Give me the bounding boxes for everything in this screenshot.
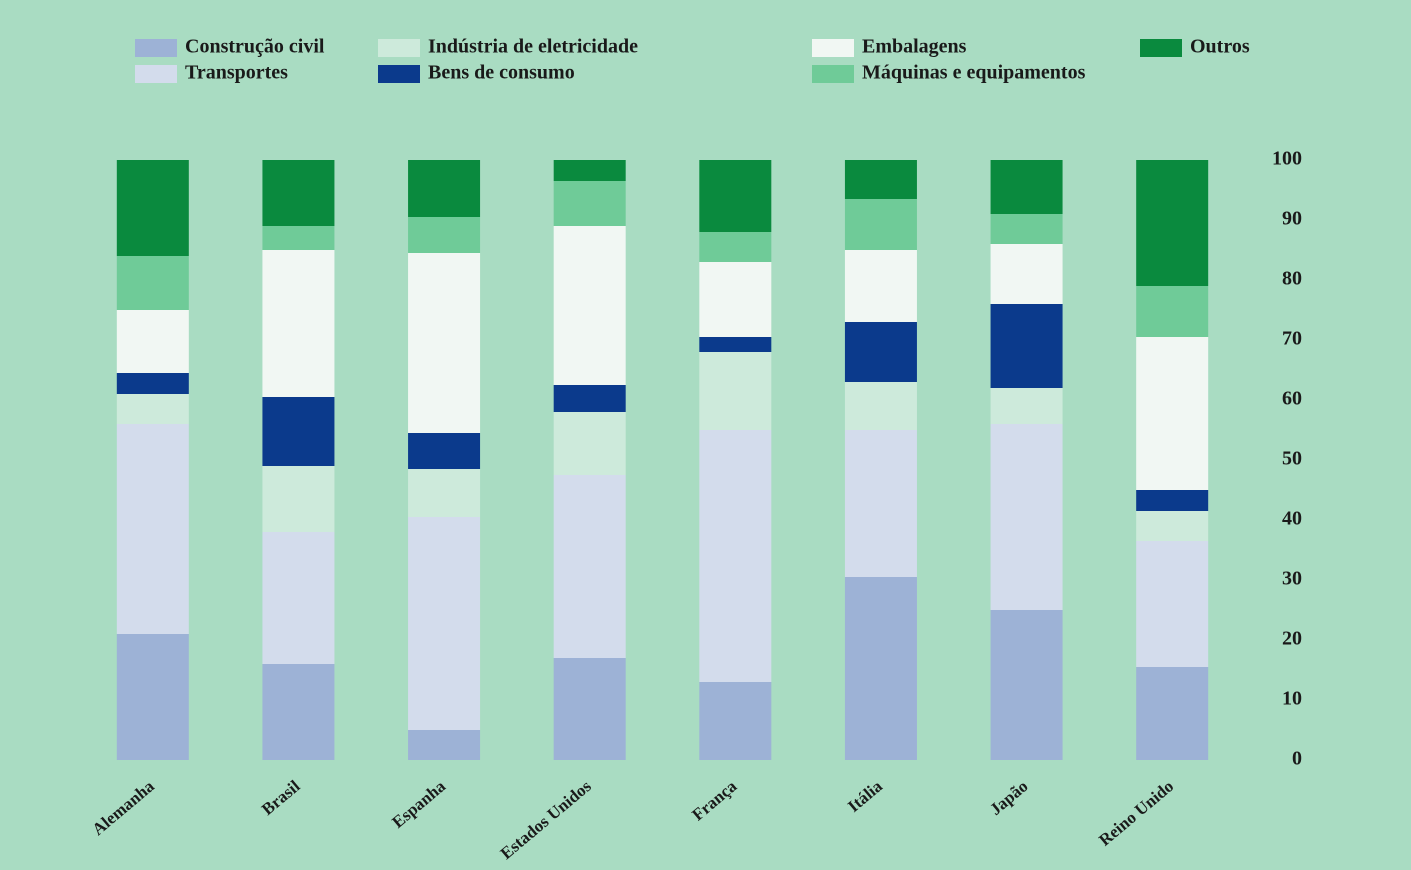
x-tick-label: Espanha: [388, 776, 449, 832]
legend-swatch: [135, 39, 177, 57]
bar-segment: [262, 250, 334, 397]
bar-segment: [991, 424, 1063, 610]
y-tick-label: 40: [1282, 508, 1302, 530]
bar-segment: [991, 214, 1063, 244]
legend-label: Bens de consumo: [428, 62, 575, 84]
legend-label: Embalagens: [862, 36, 967, 58]
x-tick-label: Reino Unido: [1095, 777, 1177, 850]
bar-segment: [117, 424, 189, 634]
bar-segment: [699, 430, 771, 682]
bar-segment: [117, 634, 189, 760]
legend-swatch: [812, 39, 854, 57]
bar-segment: [1136, 160, 1208, 286]
bar-segment: [845, 250, 917, 322]
y-tick-label: 60: [1282, 388, 1302, 410]
bar-segment: [408, 433, 480, 469]
x-tick-label: Itália: [844, 776, 886, 816]
bar-segment: [262, 532, 334, 664]
bar-segment: [1136, 286, 1208, 337]
bar-segment: [262, 226, 334, 250]
bar-segment: [845, 577, 917, 760]
legend-label: Máquinas e equipamentos: [862, 62, 1086, 84]
bar-segment: [991, 304, 1063, 388]
bar-segment: [991, 160, 1063, 214]
y-tick-label: 90: [1282, 208, 1302, 230]
legend-swatch: [812, 65, 854, 83]
bar-segment: [408, 160, 480, 217]
y-tick-label: 20: [1282, 628, 1302, 650]
bar-segment: [117, 256, 189, 310]
bar-segment: [554, 226, 626, 385]
bar-segment: [408, 730, 480, 760]
bar-segment: [1136, 511, 1208, 541]
y-tick-label: 100: [1272, 148, 1302, 170]
y-tick-label: 0: [1292, 748, 1302, 770]
bar-segment: [554, 181, 626, 226]
bar-segment: [262, 466, 334, 532]
x-tick-label: Estados Unidos: [497, 776, 595, 863]
bar-segment: [554, 658, 626, 760]
bar-segment: [699, 352, 771, 430]
bar-segment: [1136, 541, 1208, 667]
bar-segment: [554, 160, 626, 181]
legend-swatch: [378, 39, 420, 57]
legend-swatch: [135, 65, 177, 83]
bar-segment: [991, 244, 1063, 304]
bar-segment: [408, 517, 480, 730]
bar-segment: [1136, 337, 1208, 490]
bar-segment: [408, 217, 480, 253]
legend-swatch: [1140, 39, 1182, 57]
x-tick-label: Japão: [986, 777, 1032, 819]
bar-segment: [262, 160, 334, 226]
bar-segment: [991, 610, 1063, 760]
bar-segment: [117, 394, 189, 424]
bar-segment: [117, 373, 189, 394]
bar-segment: [699, 262, 771, 337]
legend-label: Construção civil: [185, 36, 325, 58]
y-tick-label: 50: [1282, 448, 1302, 470]
legend-label: Outros: [1190, 36, 1250, 58]
legend-swatch: [378, 65, 420, 83]
bar-segment: [408, 469, 480, 517]
y-tick-label: 30: [1282, 568, 1302, 590]
x-tick-label: Alemanha: [89, 776, 159, 839]
bar-segment: [554, 385, 626, 412]
x-tick-label: Brasil: [258, 776, 304, 819]
bar-segment: [845, 160, 917, 199]
bar-segment: [1136, 490, 1208, 511]
bar-segment: [845, 322, 917, 382]
bar-segment: [699, 160, 771, 232]
legend-label: Indústria de eletricidade: [428, 36, 638, 58]
bar-segment: [117, 310, 189, 373]
bar-segment: [845, 382, 917, 430]
bar-segment: [991, 388, 1063, 424]
y-tick-label: 70: [1282, 328, 1302, 350]
bar-segment: [845, 430, 917, 577]
bar-segment: [554, 475, 626, 658]
y-tick-label: 80: [1282, 268, 1302, 290]
bar-segment: [699, 232, 771, 262]
bar-segment: [262, 397, 334, 466]
bar-segment: [117, 160, 189, 256]
bar-segment: [845, 199, 917, 250]
bar-segment: [1136, 667, 1208, 760]
bar-segment: [554, 412, 626, 475]
bar-segment: [408, 253, 480, 433]
bar-segment: [262, 664, 334, 760]
legend-label: Transportes: [185, 62, 288, 84]
bar-segment: [699, 337, 771, 352]
bar-segment: [699, 682, 771, 760]
y-tick-label: 10: [1282, 688, 1302, 710]
x-tick-label: França: [688, 776, 740, 824]
